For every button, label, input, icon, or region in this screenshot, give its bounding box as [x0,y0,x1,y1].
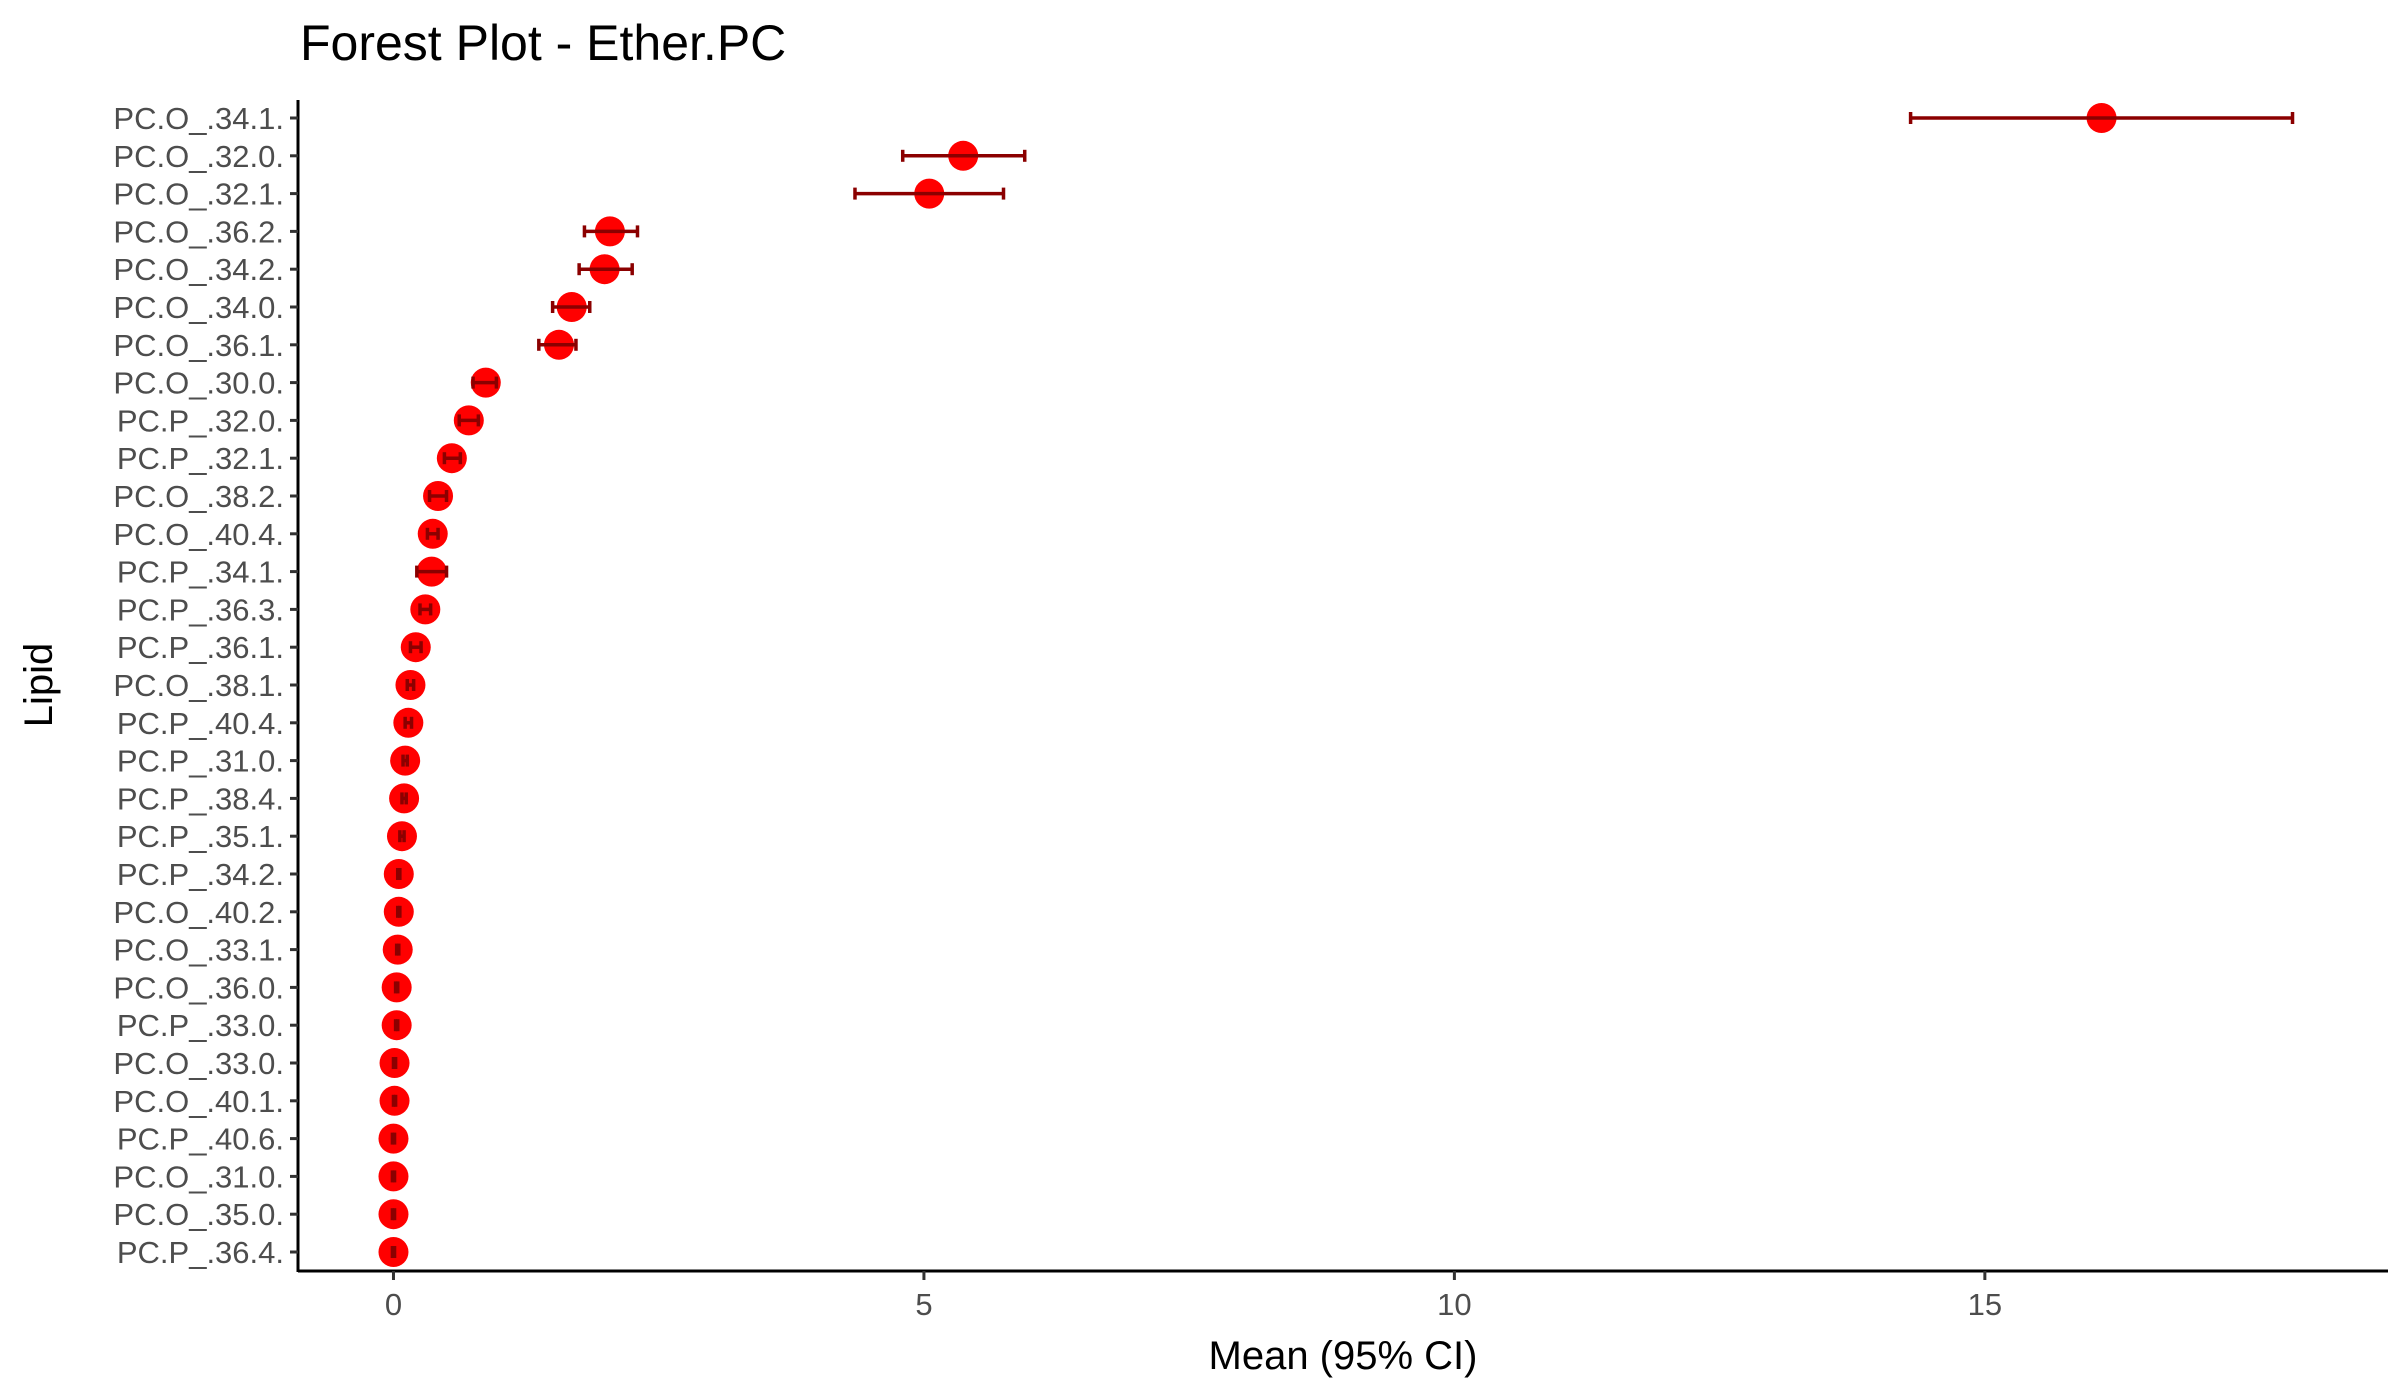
ci-errorbar [393,1019,400,1032]
ci-errorbar [390,1208,397,1221]
y-tick-label: PC.O_.33.1. [113,933,284,968]
ci-errorbar [471,376,499,389]
x-tick-label: 0 [385,1287,402,1322]
ci-errorbar [405,679,416,691]
ci-errorbar [395,905,402,918]
x-tick-label: 5 [915,1287,932,1322]
ci-errorbar [390,1246,397,1258]
ci-errorbar [408,641,423,654]
y-axis-title: Lipid [17,643,61,728]
y-tick-label: PC.O_.31.0. [113,1159,284,1194]
ci-errorbar [418,603,433,616]
ci-errorbar [403,716,414,729]
ci-errorbar [391,1057,398,1069]
y-tick-label: PC.O_.36.2. [113,214,284,249]
ci-errorbar [1908,112,2295,124]
ci-errorbar [400,792,408,805]
x-tick-label: 10 [1437,1287,1471,1322]
ci-errorbar [394,943,401,956]
y-tick-label: PC.P_.36.3. [117,592,284,627]
ci-errorbar [457,414,481,427]
ci-errorbar [395,868,402,880]
y-tick-label: PC.P_.35.1. [117,819,284,854]
y-tick-label: PC.P_.34.1. [117,555,284,590]
y-tick-label: PC.P_.36.1. [117,630,284,665]
ci-errorbar [415,565,449,578]
ci-errorbar [390,1132,397,1145]
y-tick-label: PC.O_.33.0. [113,1046,284,1081]
ci-errorbar [853,187,1006,200]
y-tick-label: PC.P_.34.2. [117,857,284,892]
x-axis: 0 5 10 15 [385,1271,2002,1322]
y-tick-label: PC.P_.36.4. [117,1235,284,1270]
y-tick-label: PC.O_.32.0. [113,139,284,174]
ci-errorbar [401,754,410,767]
y-tick-label: PC.P_.38.4. [117,781,284,816]
ci-errorbar [577,263,634,276]
y-axis: PC.O_.34.1.PC.O_.32.0.PC.O_.32.1.PC.O_.3… [113,101,298,1270]
y-tick-label: PC.O_.36.1. [113,328,284,363]
y-tick-label: PC.P_.40.6. [117,1122,284,1157]
ci-errorbar [442,452,463,465]
ci-errorbar [427,490,449,502]
ci-errorbar [393,981,400,994]
y-tick-label: PC.O_.30.0. [113,366,284,401]
y-tick-label: PC.O_.34.1. [113,101,284,136]
x-tick-label: 15 [1968,1287,2002,1322]
y-tick-label: PC.P_.32.1. [117,441,284,476]
ci-errorbar [391,1094,398,1107]
ci-errorbar [582,225,640,238]
y-tick-label: PC.P_.40.4. [117,706,284,741]
ci-errorbar [900,149,1027,162]
y-tick-label: PC.O_.40.1. [113,1084,284,1119]
y-tick-label: PC.P_.32.0. [117,403,284,438]
ci-errorbar [550,301,592,313]
y-tick-label: PC.P_.33.0. [117,1008,284,1043]
y-tick-label: PC.O_.32.1. [113,177,284,212]
y-tick-label: PC.O_.34.2. [113,252,284,287]
y-tick-label: PC.O_.40.2. [113,895,284,930]
ci-errorbar [398,830,406,843]
y-tick-label: PC.O_.38.2. [113,479,284,514]
x-axis-title: Mean (95% CI) [1209,1334,1478,1378]
ci-errorbar [390,1170,397,1183]
y-tick-label: PC.O_.40.4. [113,517,284,552]
y-tick-label: PC.O_.34.0. [113,290,284,325]
y-tick-label: PC.O_.35.0. [113,1197,284,1232]
y-tick-label: PC.O_.36.0. [113,970,284,1005]
ci-errorbar [537,338,578,351]
ci-errorbar [425,527,440,540]
y-tick-label: PC.P_.31.0. [117,744,284,779]
plot-panel [378,103,2295,1267]
y-tick-label: PC.O_.38.1. [113,668,284,703]
chart-title: Forest Plot - Ether.PC [300,15,786,71]
